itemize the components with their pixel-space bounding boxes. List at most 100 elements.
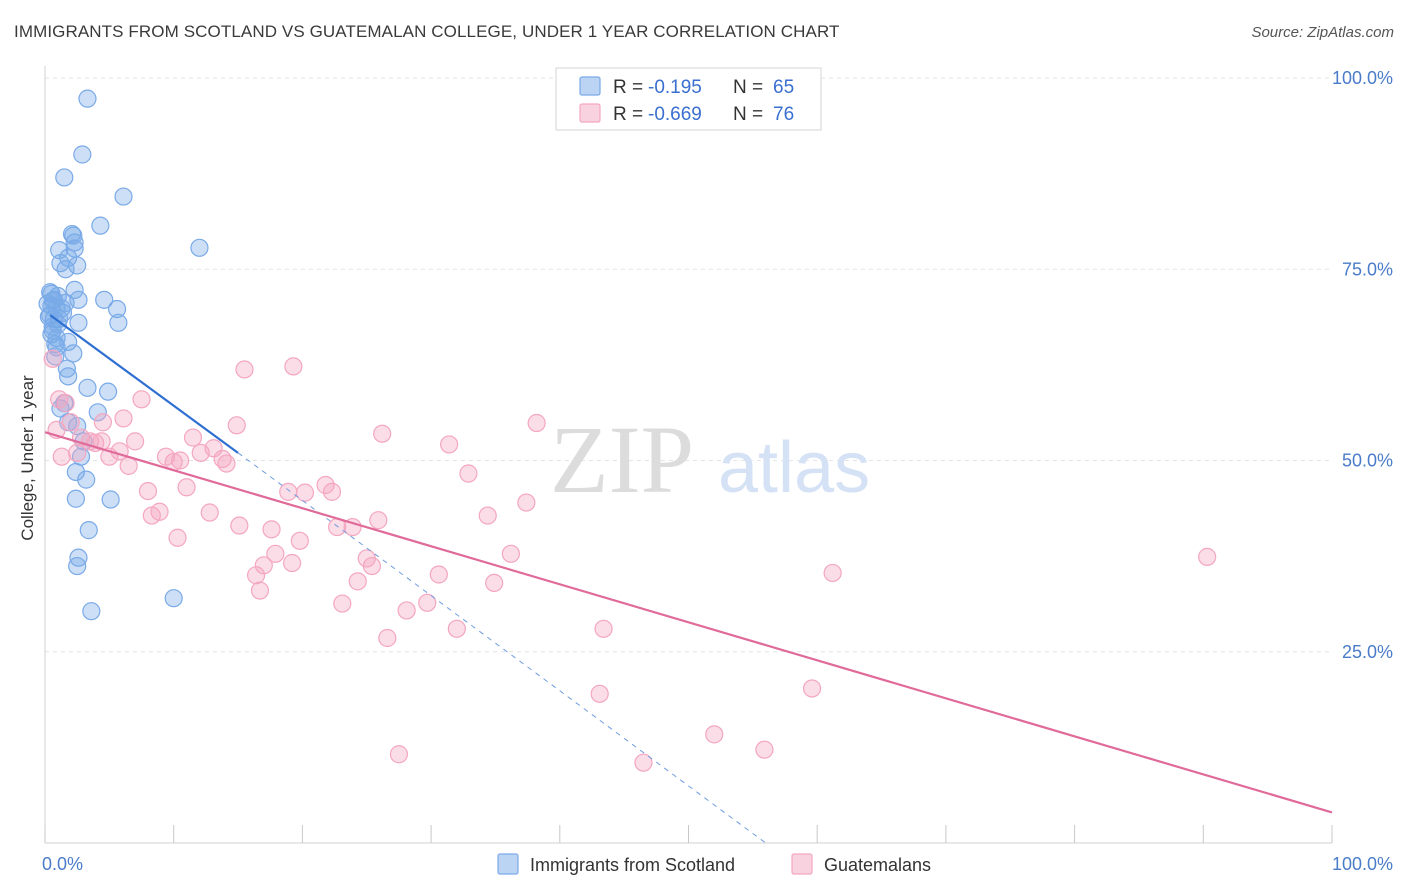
scotland-point [73, 145, 92, 164]
guatemalan-point [230, 516, 249, 535]
guatemalan-point [590, 684, 609, 703]
guatemalan-point [177, 478, 196, 497]
guatemalan-point [56, 394, 75, 413]
guatemalan-point [459, 464, 478, 483]
scotland-point [66, 462, 85, 482]
y-tick-label: 50.0% [1342, 451, 1393, 471]
guatemalan-point [705, 725, 724, 744]
guatemalan-point [200, 503, 219, 522]
guatemalan-point [397, 601, 416, 620]
points-layer [38, 89, 1217, 772]
scotland-point [68, 556, 87, 576]
guatemalan-point [52, 447, 71, 466]
guatemalan-point [150, 502, 169, 521]
scotland-point [42, 284, 61, 303]
guatemalan-point [418, 593, 437, 612]
guatemalan-point [295, 483, 315, 502]
scotland-point [77, 470, 96, 489]
guatemalan-point [250, 581, 270, 600]
guatemalan-point [333, 594, 352, 613]
guatemalan-point [823, 563, 842, 583]
scotland-point [98, 382, 118, 401]
guatemalan-point [235, 360, 254, 379]
guatemalan-point [110, 442, 129, 461]
legend-swatch-scotland [579, 76, 601, 96]
scotland-point [91, 216, 110, 235]
guatemalan-point [369, 511, 388, 530]
scotland-point [57, 359, 76, 378]
guatemalan-point [373, 424, 392, 443]
guatemalan-point [429, 565, 448, 584]
scotland-point [65, 280, 84, 300]
legend-r-label: R = [613, 77, 643, 98]
scotland-point [47, 338, 66, 357]
scotland-point [65, 233, 84, 252]
y-axis-label: College, Under 1 year [18, 375, 37, 541]
legend-r-value: -0.669 [648, 104, 702, 125]
guatemalan-point [183, 428, 203, 447]
y-tick-label: 100.0% [1332, 68, 1393, 88]
guatemalan-point [362, 556, 381, 576]
guatemalan-point [755, 740, 774, 759]
scotland-point [64, 226, 83, 245]
tick-labels: 25.0% 50.0% 75.0% 100.0% 0.0% 100.0% [42, 68, 1393, 874]
scotland-point [48, 315, 67, 334]
guatemalan-point [132, 390, 151, 409]
source-label: Source: ZipAtlas.com [1251, 24, 1394, 41]
guatemalan-point [171, 451, 190, 470]
scotland-point [114, 187, 133, 206]
guatemalan-point [478, 506, 497, 525]
guatemalan-point [217, 454, 236, 473]
watermark-zip: ZIP [550, 406, 694, 513]
trend-lines [44, 314, 1333, 844]
scotland-point [56, 260, 75, 279]
legend-n-value: 76 [773, 104, 794, 125]
guatemalan-point [227, 416, 246, 435]
scotland-point [109, 313, 128, 332]
scotland-point [78, 378, 97, 397]
scotland-point [101, 490, 120, 509]
legend-n-value: 65 [773, 77, 794, 98]
y-tick-label: 75.0% [1342, 259, 1393, 279]
guatemalan-point [114, 409, 133, 428]
guatemalan-point [283, 553, 302, 573]
scotland-point [69, 313, 88, 332]
guatemalan-point [93, 413, 113, 432]
bottom-legend-label-scotland: Immigrants from Scotland [530, 855, 735, 875]
scotland-point [59, 367, 78, 386]
legend-swatch-guatemalan [579, 103, 601, 123]
guatemalan-point [389, 745, 409, 764]
x-tick-label: 0.0% [42, 854, 83, 874]
scotland-point [107, 299, 127, 319]
scotland-point [190, 238, 209, 257]
guatemalan-point [594, 619, 613, 638]
guatemalan-point [802, 679, 822, 698]
scotland-point [66, 489, 85, 508]
scotland-point [82, 602, 101, 621]
y-tick-label: 25.0% [1342, 642, 1393, 662]
guatemalan-point [527, 413, 546, 433]
guatemalan-point [68, 443, 87, 462]
legend-r-value: -0.195 [648, 77, 702, 98]
scotland-point [55, 168, 74, 187]
guatemalan-point [290, 531, 309, 550]
guatemalan-point [501, 544, 520, 563]
guatemalan-point [262, 520, 281, 539]
guatemalan-point [634, 753, 653, 772]
bottom-legend: Immigrants from Scotland Guatemalans [497, 853, 931, 875]
guatemalan-trend-line [44, 431, 1333, 814]
guatemalan-point [316, 475, 335, 495]
guatemalan-point [1198, 547, 1217, 566]
guatemalan-point [246, 566, 266, 585]
bottom-legend-swatch-scotland [497, 853, 519, 875]
guatemalan-point [322, 482, 342, 501]
bottom-legend-swatch-guatemalan [791, 853, 813, 875]
guatemalan-point [447, 619, 466, 638]
scotland-trend-line [49, 314, 239, 454]
x-tick-label: 100.0% [1332, 854, 1393, 874]
scotland-point [64, 344, 83, 363]
guatemalan-point [119, 456, 138, 475]
guatemalan-point [254, 556, 273, 575]
guatemalan-point [348, 572, 367, 591]
